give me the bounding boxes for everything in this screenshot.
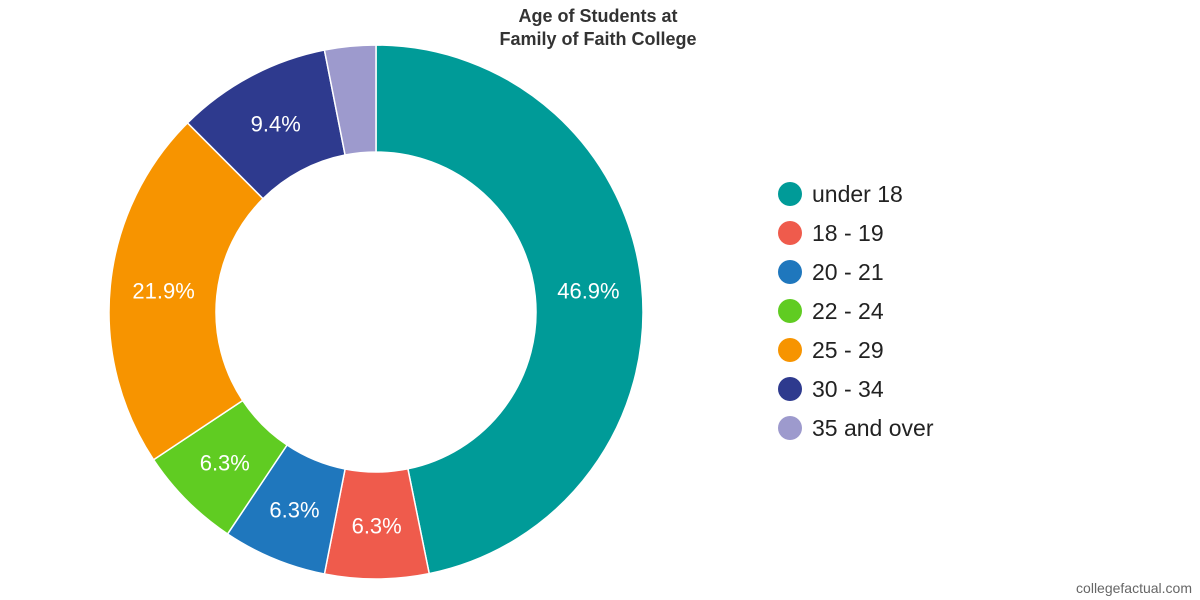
legend-label: 30 - 34: [812, 376, 884, 402]
legend-swatch: [778, 299, 802, 323]
legend-item-18-19[interactable]: 18 - 19: [778, 220, 884, 246]
legend-label: 22 - 24: [812, 298, 884, 324]
slice-label-20-21: 6.3%: [269, 497, 319, 522]
watermark: collegefactual.com: [1076, 580, 1192, 596]
legend-label: 25 - 29: [812, 337, 884, 363]
legend-label: 18 - 19: [812, 220, 884, 246]
chart-title-line-2: Family of Faith College: [499, 29, 696, 49]
legend-swatch: [778, 260, 802, 284]
legend-swatch: [778, 338, 802, 362]
slice-labels-group: 46.9% 6.3% 6.3% 6.3% 21.9% 9.4%: [132, 112, 619, 539]
legend-item-22-24[interactable]: 22 - 24: [778, 298, 884, 324]
slice-label-under-18: 46.9%: [557, 279, 619, 304]
legend-swatch: [778, 416, 802, 440]
legend: under 18 18 - 19 20 - 21 22 - 24 25 - 29 30 -…: [778, 181, 934, 441]
legend-item-30-34[interactable]: 30 - 34: [778, 376, 884, 402]
legend-swatch: [778, 377, 802, 401]
legend-item-25-29[interactable]: 25 - 29: [778, 337, 884, 363]
legend-item-20-21[interactable]: 20 - 21: [778, 259, 884, 285]
slice-label-18-19: 6.3%: [352, 513, 402, 538]
legend-label: 20 - 21: [812, 259, 884, 285]
legend-item-under-18[interactable]: under 18: [778, 181, 903, 207]
legend-label: under 18: [812, 181, 903, 207]
chart-title-line-1: Age of Students at: [518, 6, 677, 26]
legend-swatch: [778, 221, 802, 245]
slice-under-18[interactable]: [375, 44, 644, 575]
slice-label-22-24: 6.3%: [200, 451, 250, 476]
slice-label-25-29: 21.9%: [132, 279, 194, 304]
legend-label: 35 and over: [812, 415, 934, 441]
slice-25-29[interactable]: [108, 121, 265, 461]
slice-label-30-34: 9.4%: [251, 112, 301, 137]
legend-swatch: [778, 182, 802, 206]
slices-group: [108, 44, 644, 580]
legend-item-35-and-over[interactable]: 35 and over: [778, 415, 934, 441]
slice-35-and-over[interactable]: [323, 44, 377, 156]
